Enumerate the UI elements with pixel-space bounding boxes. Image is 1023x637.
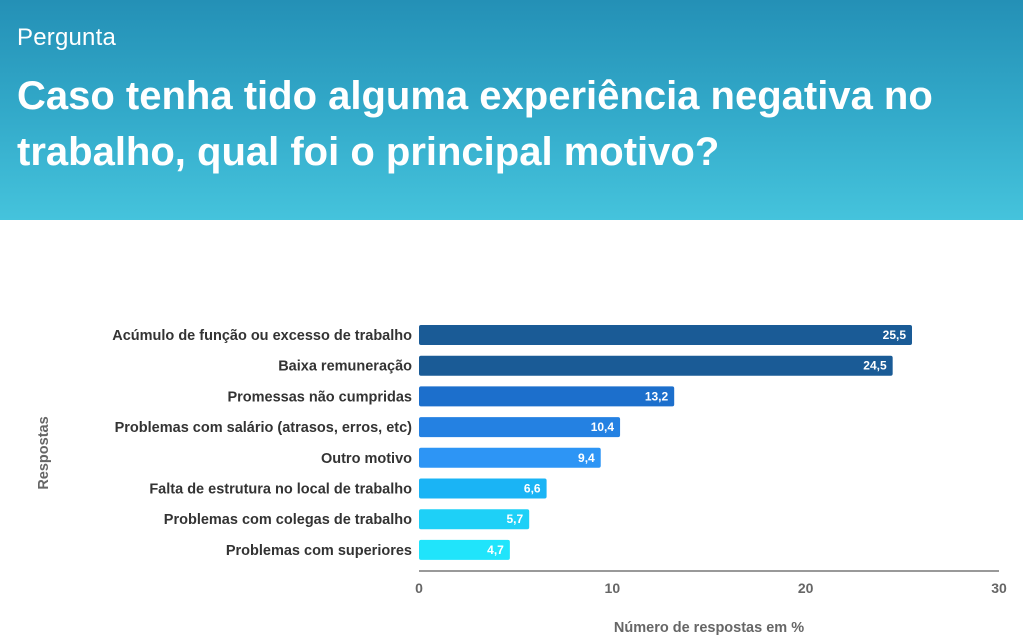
x-tick-label: 20 [798,580,814,596]
bar [419,478,547,499]
category-label: Baixa remuneração [278,359,412,375]
question-title: Caso tenha tido alguma experiência negat… [17,74,933,174]
category-label: Promessas não cumpridas [227,389,412,405]
value-label: 6,6 [524,482,541,496]
category-label: Problemas com salário (atrasos, erros, e… [115,420,413,436]
bars-group: Acúmulo de função ou excesso de trabalho… [112,325,912,560]
value-label: 13,2 [645,389,669,403]
category-label: Outro motivo [321,451,412,467]
y-axis-title: Respostas [36,416,52,489]
value-label: 10,4 [591,420,615,434]
bar [419,447,601,468]
value-label: 5,7 [507,512,524,526]
question-kicker: Pergunta [17,24,117,51]
bar [419,417,621,438]
value-label: 9,4 [578,451,595,465]
bar-chart: Acúmulo de função ou excesso de trabalho… [36,325,1007,636]
value-label: 4,7 [487,543,504,557]
question-header: Pergunta Caso tenha tido alguma experiên… [0,0,1023,220]
bar [419,509,530,530]
x-tick-label: 10 [605,580,621,596]
x-tick-label: 0 [415,580,423,596]
bar [419,325,912,345]
category-label: Falta de estrutura no local de trabalho [149,482,412,498]
bar [419,539,510,560]
x-axis-title: Número de respostas em % [614,620,804,636]
value-label: 25,5 [883,328,907,342]
x-tick-label: 30 [991,580,1007,596]
category-label: Acúmulo de função ou excesso de trabalho [112,328,412,344]
x-axis-ticks: 0 10 20 30 [415,580,1007,596]
category-label: Problemas com colegas de trabalho [164,512,412,528]
category-label: Problemas com superiores [226,543,412,559]
bar [419,355,893,376]
value-label: 24,5 [863,359,887,373]
bar [419,386,675,407]
